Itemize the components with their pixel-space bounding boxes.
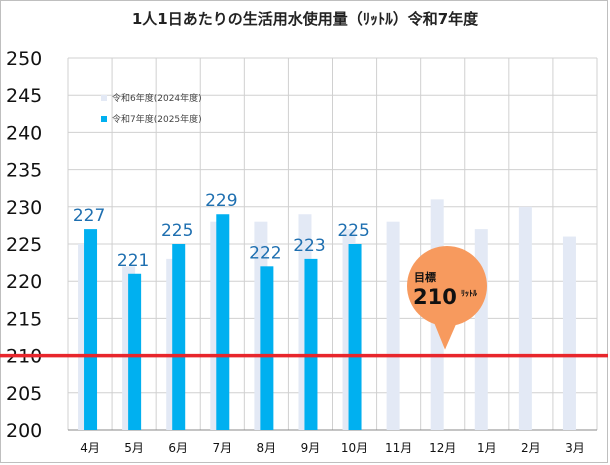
y-tick-label: 230 (6, 197, 42, 219)
bar-current-year (216, 214, 230, 430)
chart-title: 1人1日あたりの生活用水使用量（ﾘｯﾄﾙ）令和7年度 (132, 10, 479, 28)
bar-current-year (128, 273, 142, 430)
x-tick-label: 10月 (341, 441, 368, 455)
data-label: 225 (337, 221, 369, 241)
bar-prev-year (518, 206, 532, 430)
target-bubble (407, 246, 487, 326)
data-labels: 227 221 225 229 222 223 225 (73, 191, 370, 271)
bar-prev-year (474, 229, 488, 430)
y-tick-label: 245 (6, 85, 42, 107)
y-tick-label: 250 (6, 48, 42, 70)
bar-prev-year (562, 236, 576, 430)
data-label: 229 (205, 191, 237, 211)
x-tick-label: 4月 (80, 441, 100, 455)
x-axis: 4月 5月 6月 7月 8月 9月 10月 11月 12月 1月 2月 3月 (80, 441, 585, 455)
y-axis: 200205210215220225230235240245250 (6, 48, 42, 442)
data-label: 225 (161, 221, 193, 241)
x-tick-label: 9月 (301, 441, 321, 455)
x-tick-label: 5月 (124, 441, 144, 455)
bar-current-year (304, 258, 318, 430)
bars (78, 199, 576, 430)
y-tick-label: 235 (6, 160, 42, 182)
legend: 令和6年度(2024年度) 令和7年度(2025年度) (101, 92, 202, 125)
bar-current-year (260, 266, 274, 430)
bar-current-year (172, 244, 186, 430)
target-bubble-pointer (433, 320, 457, 350)
x-tick-label: 8月 (257, 441, 277, 455)
x-tick-label: 1月 (477, 441, 497, 455)
data-label: 221 (117, 251, 149, 271)
data-label: 227 (73, 206, 105, 226)
x-tick-label: 12月 (429, 441, 456, 455)
x-tick-label: 7月 (212, 441, 232, 455)
y-tick-label: 200 (6, 420, 42, 442)
legend-swatch (101, 116, 107, 122)
legend-label: 令和7年度(2025年度) (112, 113, 202, 125)
y-tick-label: 220 (6, 271, 42, 293)
x-tick-label: 2月 (521, 441, 541, 455)
bar-prev-year (386, 221, 400, 430)
x-tick-label: 3月 (565, 441, 585, 455)
bar-current-year (348, 244, 362, 430)
x-tick-label: 11月 (385, 441, 412, 455)
bar-current-year (84, 229, 98, 430)
y-tick-label: 225 (6, 234, 42, 256)
y-tick-label: 240 (6, 122, 42, 144)
target-value: 210 (413, 285, 457, 309)
target-label: 目標 (414, 270, 436, 284)
y-tick-label: 205 (6, 383, 42, 405)
data-label: 223 (293, 236, 325, 256)
data-label: 222 (249, 243, 281, 263)
y-tick-label: 215 (6, 308, 42, 330)
gridlines (67, 57, 598, 431)
legend-swatch (101, 95, 107, 101)
legend-label: 令和6年度(2024年度) (112, 92, 202, 104)
x-tick-label: 6月 (168, 441, 188, 455)
target-unit: ﾘｯﾄﾙ (461, 289, 478, 298)
